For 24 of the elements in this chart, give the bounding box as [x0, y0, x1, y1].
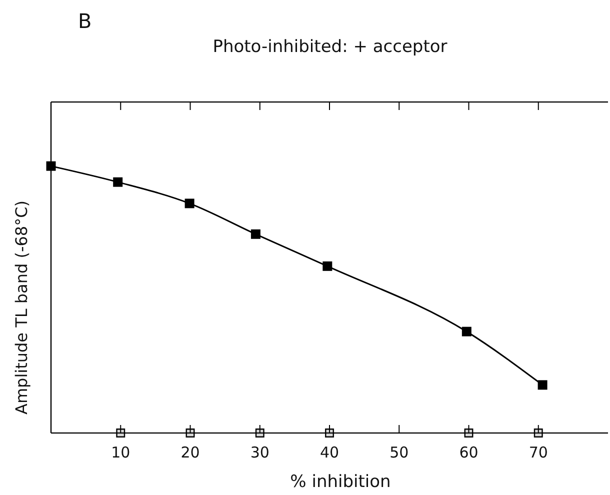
x-tick-label: 10: [111, 444, 130, 462]
chart-title: Photo-inhibited: + acceptor: [212, 37, 448, 57]
x-tick-label: 30: [250, 444, 270, 462]
x-tick-label: 70: [528, 444, 548, 462]
point: [250, 229, 260, 239]
point: [534, 428, 543, 438]
point: [113, 177, 123, 187]
point: [464, 428, 474, 438]
x-tick-label: 20: [180, 444, 200, 462]
point: [116, 428, 126, 438]
point: [462, 326, 472, 336]
point: [186, 428, 195, 438]
x-tick-label: 50: [390, 444, 409, 462]
point: [322, 261, 332, 271]
x-axis-title: % inhibition: [290, 472, 391, 492]
text: B: [78, 9, 92, 33]
point: [184, 198, 194, 208]
x-tick-label: 60: [459, 444, 478, 462]
y-axis-title: Amplitude TL band (-68°C): [12, 200, 31, 414]
point: [538, 380, 548, 390]
point: [46, 161, 56, 171]
x-tick-label: 40: [320, 444, 340, 462]
point: [325, 428, 334, 438]
point: [255, 428, 264, 438]
